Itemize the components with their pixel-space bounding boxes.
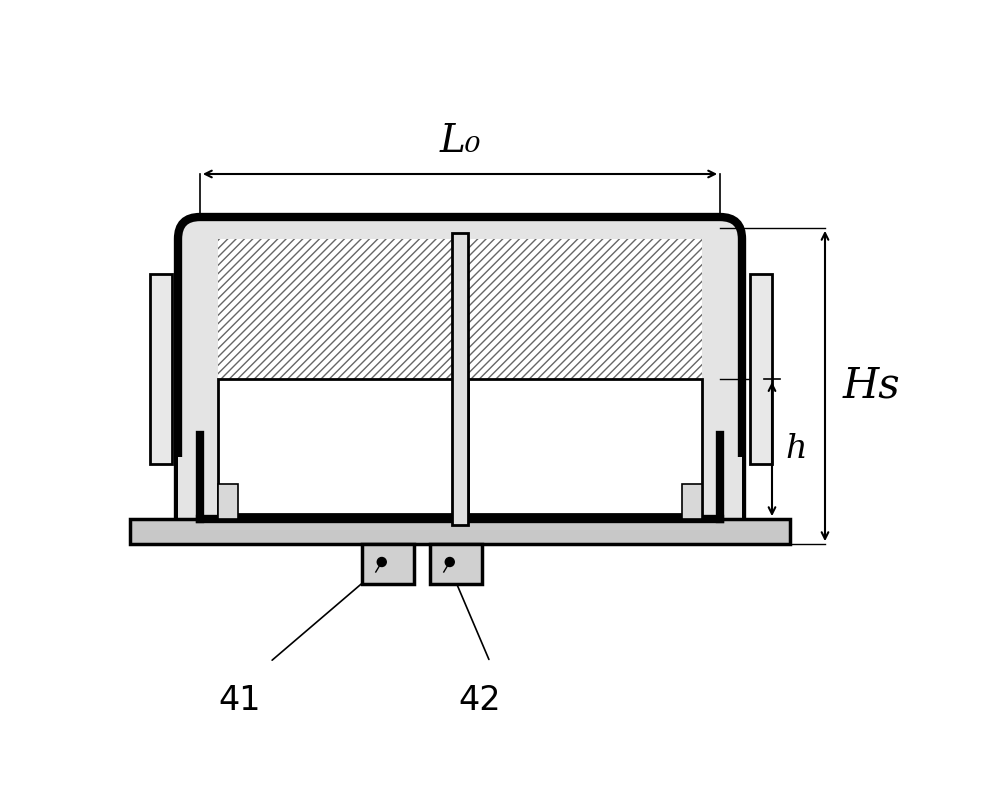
Bar <box>218 239 452 510</box>
Text: h: h <box>785 433 806 465</box>
Bar <box>750 273 772 464</box>
Circle shape <box>445 558 454 566</box>
Bar <box>682 484 702 519</box>
Bar <box>468 239 702 510</box>
Text: L₀: L₀ <box>439 123 481 160</box>
Bar <box>430 544 482 584</box>
Text: Hs: Hs <box>843 365 901 407</box>
Bar <box>468 380 702 514</box>
Bar <box>218 484 238 519</box>
Circle shape <box>377 558 386 566</box>
Bar <box>130 519 790 544</box>
Bar <box>362 544 414 584</box>
Text: 42: 42 <box>459 684 501 717</box>
Text: 41: 41 <box>219 684 261 717</box>
Bar <box>178 457 742 541</box>
FancyBboxPatch shape <box>178 217 742 541</box>
Bar <box>218 380 452 514</box>
Bar <box>150 273 172 464</box>
Bar <box>452 233 468 525</box>
